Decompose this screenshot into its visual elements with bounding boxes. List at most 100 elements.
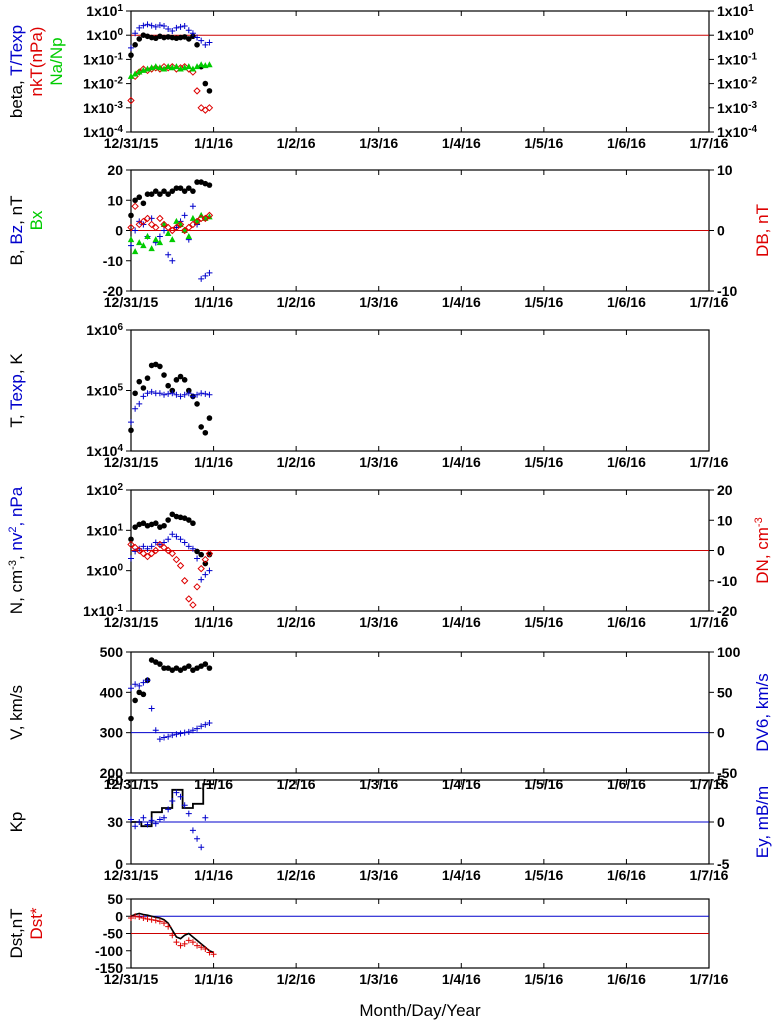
tick-exp: -2 [114, 75, 123, 86]
data-point [177, 793, 184, 800]
x-tick-label: 1/5/16 [524, 294, 563, 310]
data-point [128, 44, 134, 51]
data-point [161, 34, 167, 41]
data-point [164, 223, 172, 232]
data-point [148, 916, 155, 923]
y-tick-label-right: 1x10-1 [717, 51, 757, 68]
data-point [181, 940, 188, 947]
data-point [136, 194, 143, 201]
y-tick-label-left: 1x10-1 [83, 603, 123, 620]
data-point [173, 731, 180, 738]
data-point [143, 552, 152, 561]
data-point [173, 789, 180, 796]
data-point [193, 87, 201, 95]
tick-base: 1x10 [83, 124, 114, 140]
data-point [194, 391, 201, 398]
y-axis-label-right-part: DV6, km/s [753, 673, 772, 751]
series-t [128, 361, 213, 436]
tick-base: 1x10 [717, 124, 748, 140]
x-tick-label: 1/6/16 [607, 294, 646, 310]
tick-base: 1x10 [717, 51, 748, 67]
data-point [148, 705, 155, 712]
data-point [169, 188, 176, 194]
data-point [148, 34, 155, 41]
y-tick-label-left: 0 [115, 223, 123, 239]
data-point [189, 545, 196, 552]
data-point [173, 377, 180, 383]
tick-base: 1x10 [83, 100, 114, 116]
y-tick-label-right: 20 [717, 482, 733, 498]
data-point [194, 548, 200, 555]
data-point [140, 393, 147, 400]
data-point [169, 390, 176, 397]
data-point [128, 685, 134, 692]
data-point [152, 236, 159, 243]
x-tick-label: 1/6/16 [607, 971, 646, 987]
series-t-texp [128, 21, 213, 51]
data-point [156, 239, 164, 246]
tick-base: 1x10 [86, 522, 117, 538]
tick-exp: -1 [114, 51, 123, 62]
data-point [201, 106, 210, 114]
tick-exp: 1 [117, 3, 123, 14]
y-tick-label-left: -20 [103, 283, 123, 299]
data-point [193, 583, 201, 591]
data-point [144, 233, 151, 240]
data-point [201, 214, 210, 223]
y-tick-label-left: 0 [115, 908, 123, 924]
tick-exp: 6 [117, 322, 123, 333]
series-nkt-npa- [127, 62, 214, 114]
y-tick-label-left: -150 [95, 960, 123, 976]
data-point [161, 227, 168, 234]
data-point [181, 377, 188, 383]
data-point [189, 203, 196, 210]
x-tick-label: 1/5/16 [524, 614, 563, 630]
series-nv2 [128, 531, 213, 583]
data-point [210, 951, 217, 958]
data-point [152, 727, 159, 734]
data-point [194, 401, 200, 407]
data-point [186, 517, 192, 523]
x-tick-label: 1/7/16 [690, 971, 729, 987]
y-tick-label-right: 0 [717, 814, 725, 830]
tick-base: 1x10 [86, 27, 117, 43]
x-tick-label: 1/6/16 [607, 454, 646, 470]
tick-base: 1x10 [86, 482, 117, 498]
data-point [173, 224, 180, 231]
data-point [173, 533, 180, 540]
x-tick-label: 1/6/16 [607, 614, 646, 630]
data-point [144, 191, 151, 197]
data-point [198, 723, 205, 730]
x-tick-label: 1/3/16 [359, 135, 398, 151]
x-tick-label: 1/3/16 [359, 454, 398, 470]
data-point [198, 424, 204, 430]
data-point [156, 540, 164, 549]
data-point [156, 816, 163, 823]
y-tick-label-left: -10 [103, 253, 123, 269]
data-point [148, 817, 155, 824]
data-point [202, 560, 209, 567]
data-point [194, 725, 201, 732]
data-point [132, 524, 138, 530]
data-point [144, 545, 151, 552]
data-point [197, 61, 205, 68]
tick-exp: 2 [117, 482, 123, 493]
tick-base: 1x10 [86, 3, 117, 19]
x-tick-label: 12/31/15 [104, 454, 159, 470]
x-tick-label: 12/31/15 [104, 294, 159, 310]
data-point [169, 257, 176, 264]
y-axis-label-left-part: T/Texp [7, 25, 26, 76]
y-axis-label-left: Dst,nT [7, 908, 26, 958]
data-point [197, 564, 205, 573]
series-v [128, 657, 213, 722]
data-point [202, 946, 209, 953]
y-axis-label-left: beta, T/Texp [7, 25, 26, 118]
data-point [189, 214, 197, 221]
data-point [161, 372, 167, 378]
plot-frame [130, 329, 710, 452]
data-point [177, 536, 184, 543]
data-point [176, 561, 185, 570]
data-point [140, 814, 147, 821]
data-point [194, 835, 201, 842]
